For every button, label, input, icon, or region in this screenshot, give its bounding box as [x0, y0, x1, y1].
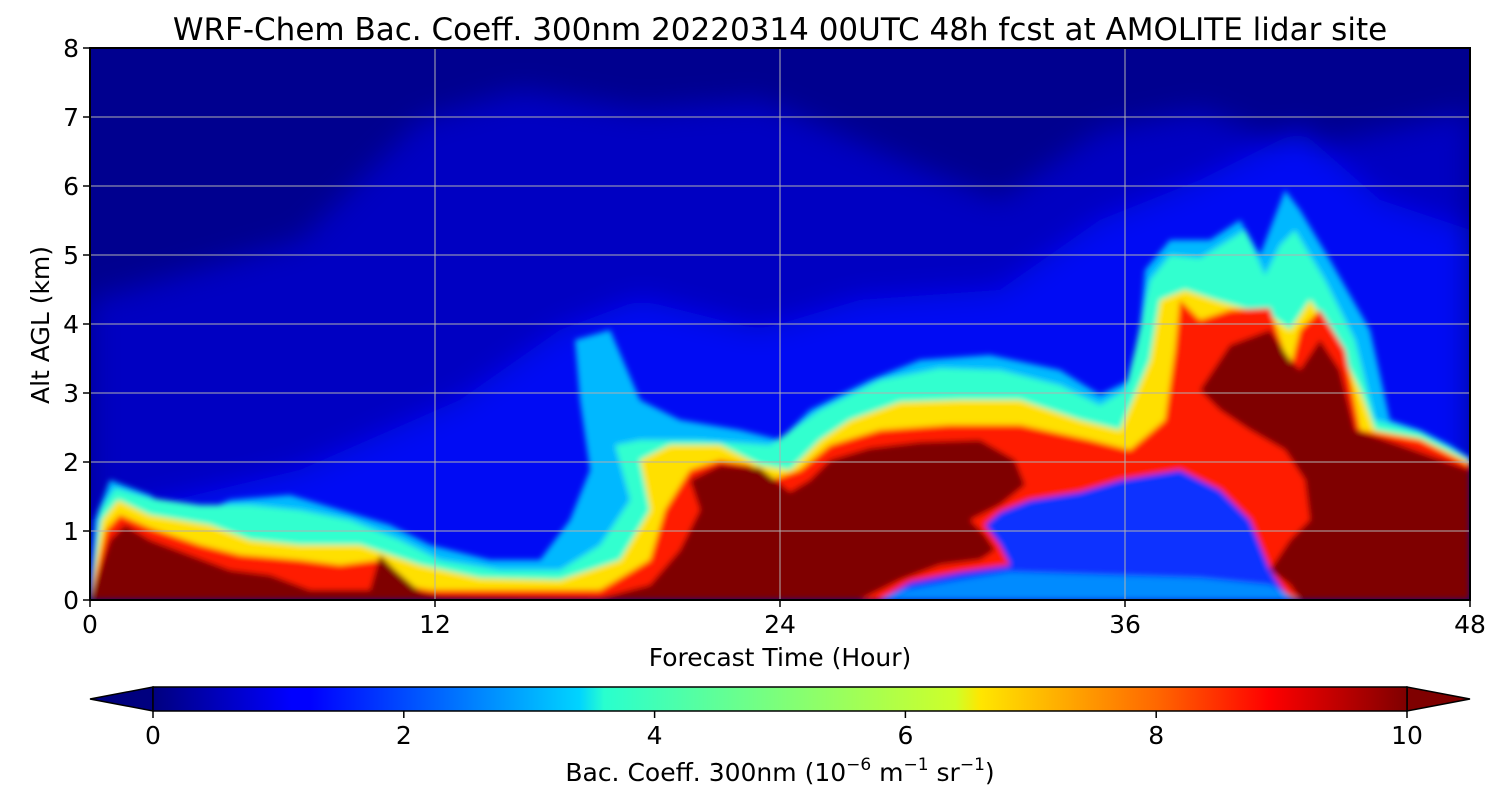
y-tick-label: 5 [63, 241, 79, 270]
colorbar-label-mid2: sr [929, 758, 961, 787]
colorbar-tick-label: 8 [1148, 721, 1164, 750]
colorbar-ticks: 0 2 4 6 8 10 [145, 686, 1423, 750]
y-tick-label: 6 [63, 172, 79, 201]
colorbar-tick-label: 0 [145, 721, 161, 750]
colorbar-tick-label: 10 [1391, 721, 1423, 750]
colorbar-label-exp3: −1 [960, 755, 985, 775]
colorbar-tick-label: 4 [647, 721, 663, 750]
colorbar: 0 2 4 6 8 10 Bac. Coeff. 300nm (10−6 m−1 sr−1… [89, 686, 1471, 787]
y-axis: 0 1 2 3 4 5 6 7 8 [63, 34, 90, 615]
x-tick-label: 24 [764, 610, 796, 639]
x-tick-label: 0 [82, 610, 98, 639]
contour-darkred-core [90, 440, 1025, 600]
colorbar-label: Bac. Coeff. 300nm (10−6 m−1 sr−1) [565, 755, 994, 787]
x-tick-label: 12 [419, 610, 451, 639]
chart-title: WRF-Chem Bac. Coeff. 300nm 20220314 00UT… [173, 12, 1387, 48]
colorbar-label-mid: m [871, 758, 903, 787]
x-tick-label: 48 [1454, 610, 1486, 639]
y-tick-label: 4 [63, 310, 79, 339]
colorbar-extend-min [89, 686, 154, 712]
colorbar-gradient [153, 687, 1407, 711]
x-axis: 0 12 24 36 48 [82, 600, 1486, 639]
colorbar-label-exp1: −6 [846, 755, 871, 775]
x-tick-label: 36 [1109, 610, 1141, 639]
y-axis-label: Alt AGL (km) [26, 246, 55, 404]
contour-darkred-east [1200, 330, 1470, 600]
y-tick-label: 3 [63, 379, 79, 408]
y-tick-label: 7 [63, 103, 79, 132]
y-tick-label: 0 [63, 586, 79, 615]
blue-gap [880, 470, 1290, 600]
grid [90, 48, 1470, 600]
colorbar-extend-max [1406, 686, 1471, 712]
colorbar-tick-label: 2 [396, 721, 412, 750]
y-tick-label: 8 [63, 34, 79, 63]
y-tick-label: 2 [63, 448, 79, 477]
colorbar-label-exp2: −1 [904, 755, 929, 775]
colorbar-label-prefix: Bac. Coeff. 300nm (10 [565, 758, 846, 787]
heatmap-field [90, 48, 1470, 600]
colorbar-frame [152, 686, 1408, 712]
cyan-rim [880, 572, 1300, 600]
colorbar-tick-label: 6 [897, 721, 913, 750]
y-tick-label: 1 [63, 517, 79, 546]
x-axis-label: Forecast Time (Hour) [649, 643, 912, 672]
colorbar-label-suffix: ) [985, 758, 995, 787]
